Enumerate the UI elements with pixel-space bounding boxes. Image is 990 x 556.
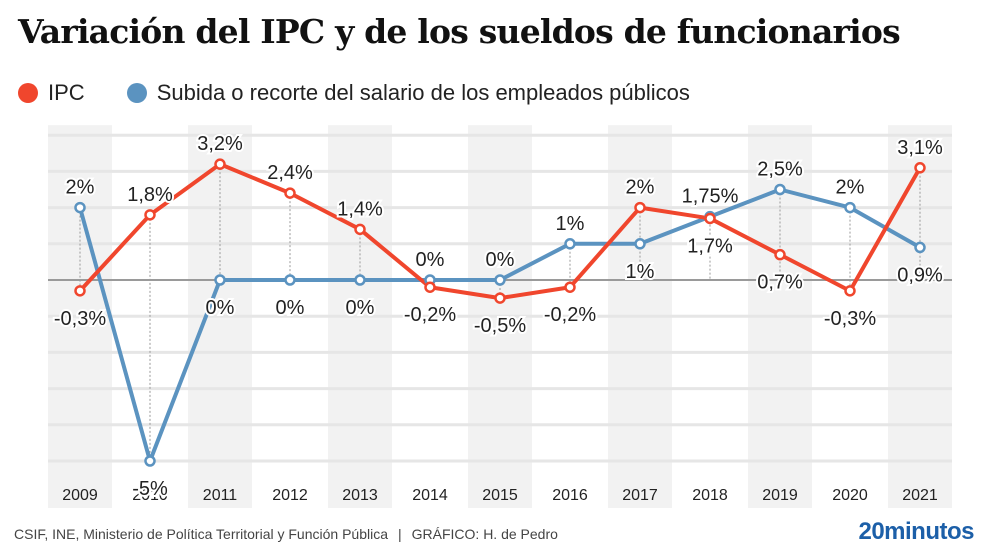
x-tick-label: 2009: [62, 487, 98, 504]
data-point-ipc: [564, 281, 576, 293]
data-label-ipc: -0,2%: [544, 304, 596, 326]
data-point-ipc: [144, 209, 156, 221]
credit-text: GRÁFICO: H. de Pedro: [411, 526, 558, 542]
data-label-salario: 0%: [346, 297, 375, 319]
data-point-salario: [354, 274, 366, 286]
data-point-ipc: [74, 285, 86, 297]
data-point-salario: [284, 274, 296, 286]
footer-separator: |: [398, 526, 402, 542]
data-label-salario: 2,5%: [757, 159, 803, 181]
data-label-salario: 0%: [416, 249, 445, 271]
x-tick-label: 2016: [552, 487, 588, 504]
data-label-ipc: 2%: [626, 177, 655, 199]
data-point-ipc: [844, 285, 856, 297]
x-tick-label: 2013: [342, 487, 378, 504]
legend-dot-ipc: [18, 83, 38, 103]
data-point-ipc: [914, 162, 926, 174]
x-tick-label: 2021: [902, 487, 938, 504]
x-tick-label: 2014: [412, 487, 448, 504]
source-text: CSIF, INE, Ministerio de Política Territ…: [14, 526, 388, 542]
data-label-ipc: 0,7%: [757, 272, 803, 294]
data-label-ipc: 1,7%: [687, 235, 733, 257]
x-tick-label: 2010: [132, 487, 168, 504]
data-label-ipc: -0,5%: [474, 315, 526, 337]
legend-label-salario: Subida o recorte del salario de los empl…: [156, 80, 690, 105]
x-tick-label: 2020: [832, 487, 868, 504]
data-label-salario: 0,9%: [897, 264, 943, 286]
data-point-ipc: [704, 212, 716, 225]
data-point-ipc: [424, 281, 436, 293]
x-tick-label: 2011: [203, 487, 238, 504]
data-label-salario: 0%: [206, 297, 235, 319]
data-point-salario: [564, 238, 576, 250]
data-label-ipc: 2,4%: [267, 162, 313, 184]
data-point-ipc: [494, 292, 506, 304]
data-label-ipc: -0,3%: [54, 308, 106, 330]
data-label-salario: -5%: [132, 478, 168, 500]
footer-source: CSIF, INE, Ministerio de Política Territ…: [14, 526, 558, 542]
data-label-salario: 1,75%: [682, 186, 739, 208]
x-tick-label: 2012: [272, 487, 308, 504]
data-label-salario: 2%: [836, 177, 865, 199]
data-label-ipc: 3,1%: [897, 137, 943, 159]
data-point-salario: [214, 274, 226, 286]
data-point-ipc: [354, 223, 366, 236]
x-tick-label: 2015: [482, 487, 518, 504]
legend-item-ipc: IPC: [18, 80, 85, 106]
legend-item-salario: Subida o recorte del salario de los empl…: [126, 80, 690, 106]
data-point-salario: [634, 238, 646, 250]
data-label-ipc: -0,2%: [404, 304, 456, 326]
data-label-salario: 0%: [486, 249, 515, 271]
x-tick-label: 2019: [762, 487, 798, 504]
legend: IPC Subida o recorte del salario de los …: [18, 80, 732, 106]
data-label-ipc: 1,8%: [127, 184, 173, 206]
data-label-salario: 1%: [626, 261, 655, 283]
legend-label-ipc: IPC: [48, 80, 85, 105]
chart-title: Variación del IPC y de los sueldos de fu…: [18, 12, 901, 51]
data-point-salario: [774, 183, 786, 196]
data-point-salario: [144, 455, 156, 467]
data-point-salario: [494, 274, 506, 286]
x-tick-label: 2017: [622, 487, 658, 504]
legend-dot-salario: [126, 83, 147, 103]
x-tick-label: 2018: [692, 487, 728, 504]
brand-logo: 20minutos: [858, 518, 974, 545]
data-point-ipc: [284, 187, 296, 199]
data-point-ipc: [634, 201, 646, 214]
data-point-salario: [914, 241, 926, 254]
data-label-salario: 1%: [556, 213, 585, 235]
data-label-salario: 2%: [66, 177, 95, 199]
data-point-salario: [74, 201, 86, 214]
data-point-ipc: [214, 158, 226, 170]
data-point-salario: [844, 201, 856, 214]
data-point-ipc: [774, 248, 786, 261]
data-label-salario: 0%: [276, 297, 305, 319]
data-label-ipc: 3,2%: [197, 133, 243, 155]
data-label-ipc: 1,4%: [337, 198, 383, 220]
data-label-ipc: -0,3%: [824, 308, 876, 330]
